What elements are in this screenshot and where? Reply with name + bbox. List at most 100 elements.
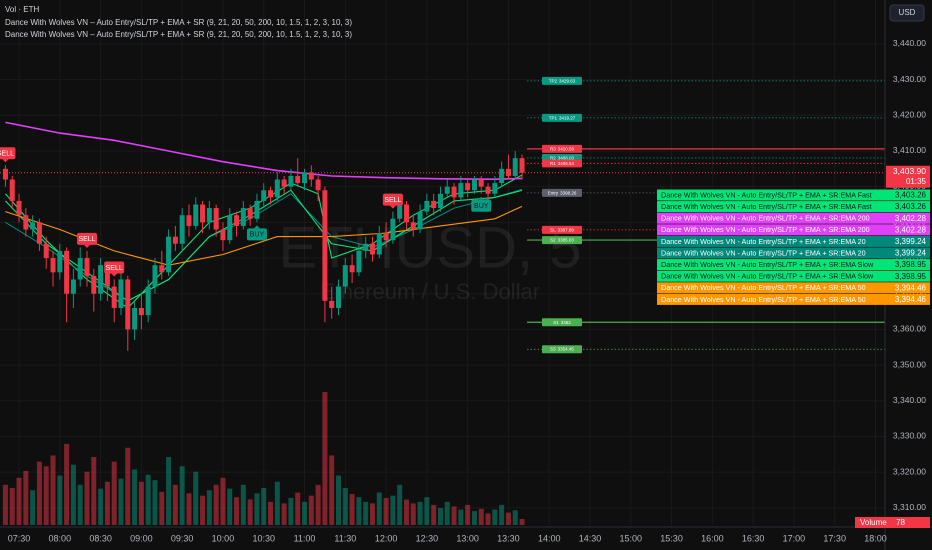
x-tick-label: 10:30	[252, 533, 275, 543]
candle-body	[111, 286, 117, 309]
signal-box	[77, 232, 98, 245]
volume-bar	[159, 491, 165, 525]
level-tag-text: TP1 3419.27	[549, 116, 576, 121]
volume-bar	[458, 509, 464, 525]
volume-bar	[268, 501, 274, 525]
volume-bar	[295, 492, 301, 525]
indicator-value: 3,402.28	[895, 214, 927, 223]
indicator-value: 3,399.24	[895, 237, 927, 246]
volume-bar	[57, 475, 63, 525]
indicator-value-box	[888, 235, 930, 247]
candle-body	[397, 204, 403, 219]
level-name: TP2	[549, 79, 558, 84]
price-tag	[886, 165, 930, 188]
currency-button[interactable]	[889, 4, 925, 22]
volume-bar	[179, 466, 185, 525]
volume-bar	[111, 461, 117, 525]
candle-body	[179, 215, 185, 244]
volume-bar	[369, 503, 375, 525]
x-tick-label: 08:00	[49, 533, 72, 543]
indicator-tag-name: Dance With Wolves VN - Auto Entry/SL/TP …	[661, 260, 874, 269]
x-tick-label: 08:30	[89, 533, 112, 543]
candle-body	[444, 186, 450, 194]
volume-bar	[2, 484, 8, 525]
indicator-value: 3,398.95	[895, 272, 927, 281]
indicator-value-box	[888, 270, 930, 282]
level-tag	[542, 236, 582, 245]
level-tag-text: S2 3385.03	[550, 238, 574, 243]
y-tick-label: 3,330.00	[893, 431, 926, 441]
candle-body	[417, 211, 423, 230]
candle-body	[132, 308, 138, 330]
x-tick-label: 16:30	[742, 533, 765, 543]
x-tick-label: 17:30	[823, 533, 846, 543]
volume-bar	[234, 497, 240, 525]
indicator-tag-name: Dance With Wolves VN - Auto Entry/SL/TP …	[661, 283, 866, 292]
indicator-tag	[657, 189, 888, 201]
candle-body	[403, 204, 409, 223]
level-tag-text: S1 3362	[553, 320, 571, 325]
signal-label: BUY	[250, 232, 265, 239]
indicator-value-box	[888, 189, 930, 201]
level-value: 3429.63	[559, 79, 576, 84]
volume-bar	[43, 466, 49, 525]
candle-body	[220, 229, 226, 241]
volume-bar	[403, 499, 409, 525]
candle-body	[172, 236, 178, 244]
volume-bar	[505, 512, 511, 525]
volume-bar	[356, 497, 362, 525]
indicator-value-box	[888, 201, 930, 213]
candle-body	[50, 258, 56, 273]
volume-bar	[288, 497, 294, 525]
y-tick-label: 3,320.00	[893, 466, 926, 476]
volume-bar	[91, 457, 97, 525]
candle-body	[478, 179, 484, 187]
candle-body	[458, 183, 464, 198]
indicator-tag-name: Dance With Wolves VN - Auto Entry/SL/TP …	[661, 272, 874, 281]
x-tick-label: 16:00	[701, 533, 724, 543]
candle-body	[234, 215, 240, 226]
candle-body	[281, 179, 287, 187]
volume-bar	[77, 484, 83, 525]
candle-body	[227, 215, 233, 241]
indicator-tag	[657, 293, 888, 305]
x-tick-label: 17:00	[783, 533, 806, 543]
candle-body	[505, 168, 511, 176]
y-tick-label: 3,410.00	[893, 145, 926, 155]
volume-tag-name: Volume	[860, 518, 887, 527]
candle-body	[336, 286, 342, 309]
level-tag	[542, 76, 582, 85]
level-tag	[542, 113, 582, 122]
indicator-tag-name: Dance With Wolves VN - Auto Entry/SL/TP …	[661, 237, 866, 246]
level-name: S1	[553, 320, 559, 325]
volume-bar	[437, 508, 443, 525]
signal-box	[104, 261, 125, 274]
level-name: S2	[550, 238, 556, 243]
level-tag-text: S3 3354.45	[550, 347, 574, 352]
volume-bar	[274, 481, 280, 525]
indicator-tag	[657, 201, 888, 213]
volume-bar	[417, 501, 423, 525]
legend-line: Vol · ETH	[5, 5, 39, 14]
currency-button-label[interactable]: USD	[899, 8, 916, 17]
indicator-tag	[657, 259, 888, 271]
volume-bar	[125, 447, 131, 525]
level-value: 3385.03	[558, 238, 575, 243]
level-name: R2	[550, 156, 556, 161]
level-value: 3362	[561, 320, 572, 325]
legend-line: Dance With Wolves VN – Auto Entry/SL/TP …	[5, 30, 352, 39]
indicator-value-box	[888, 259, 930, 271]
candle-body	[159, 265, 165, 273]
x-tick-label: 09:30	[171, 533, 194, 543]
level-name: R3	[550, 147, 556, 152]
indicator-tag	[657, 247, 888, 259]
candle-body	[410, 222, 416, 230]
signal-label: SELL	[78, 236, 95, 243]
signal-box	[382, 193, 403, 206]
volume-bar	[451, 506, 457, 525]
volume-bar	[397, 484, 403, 525]
legend-line: Dance With Wolves VN – Auto Entry/SL/TP …	[5, 18, 352, 27]
x-tick-label: 14:00	[538, 533, 561, 543]
